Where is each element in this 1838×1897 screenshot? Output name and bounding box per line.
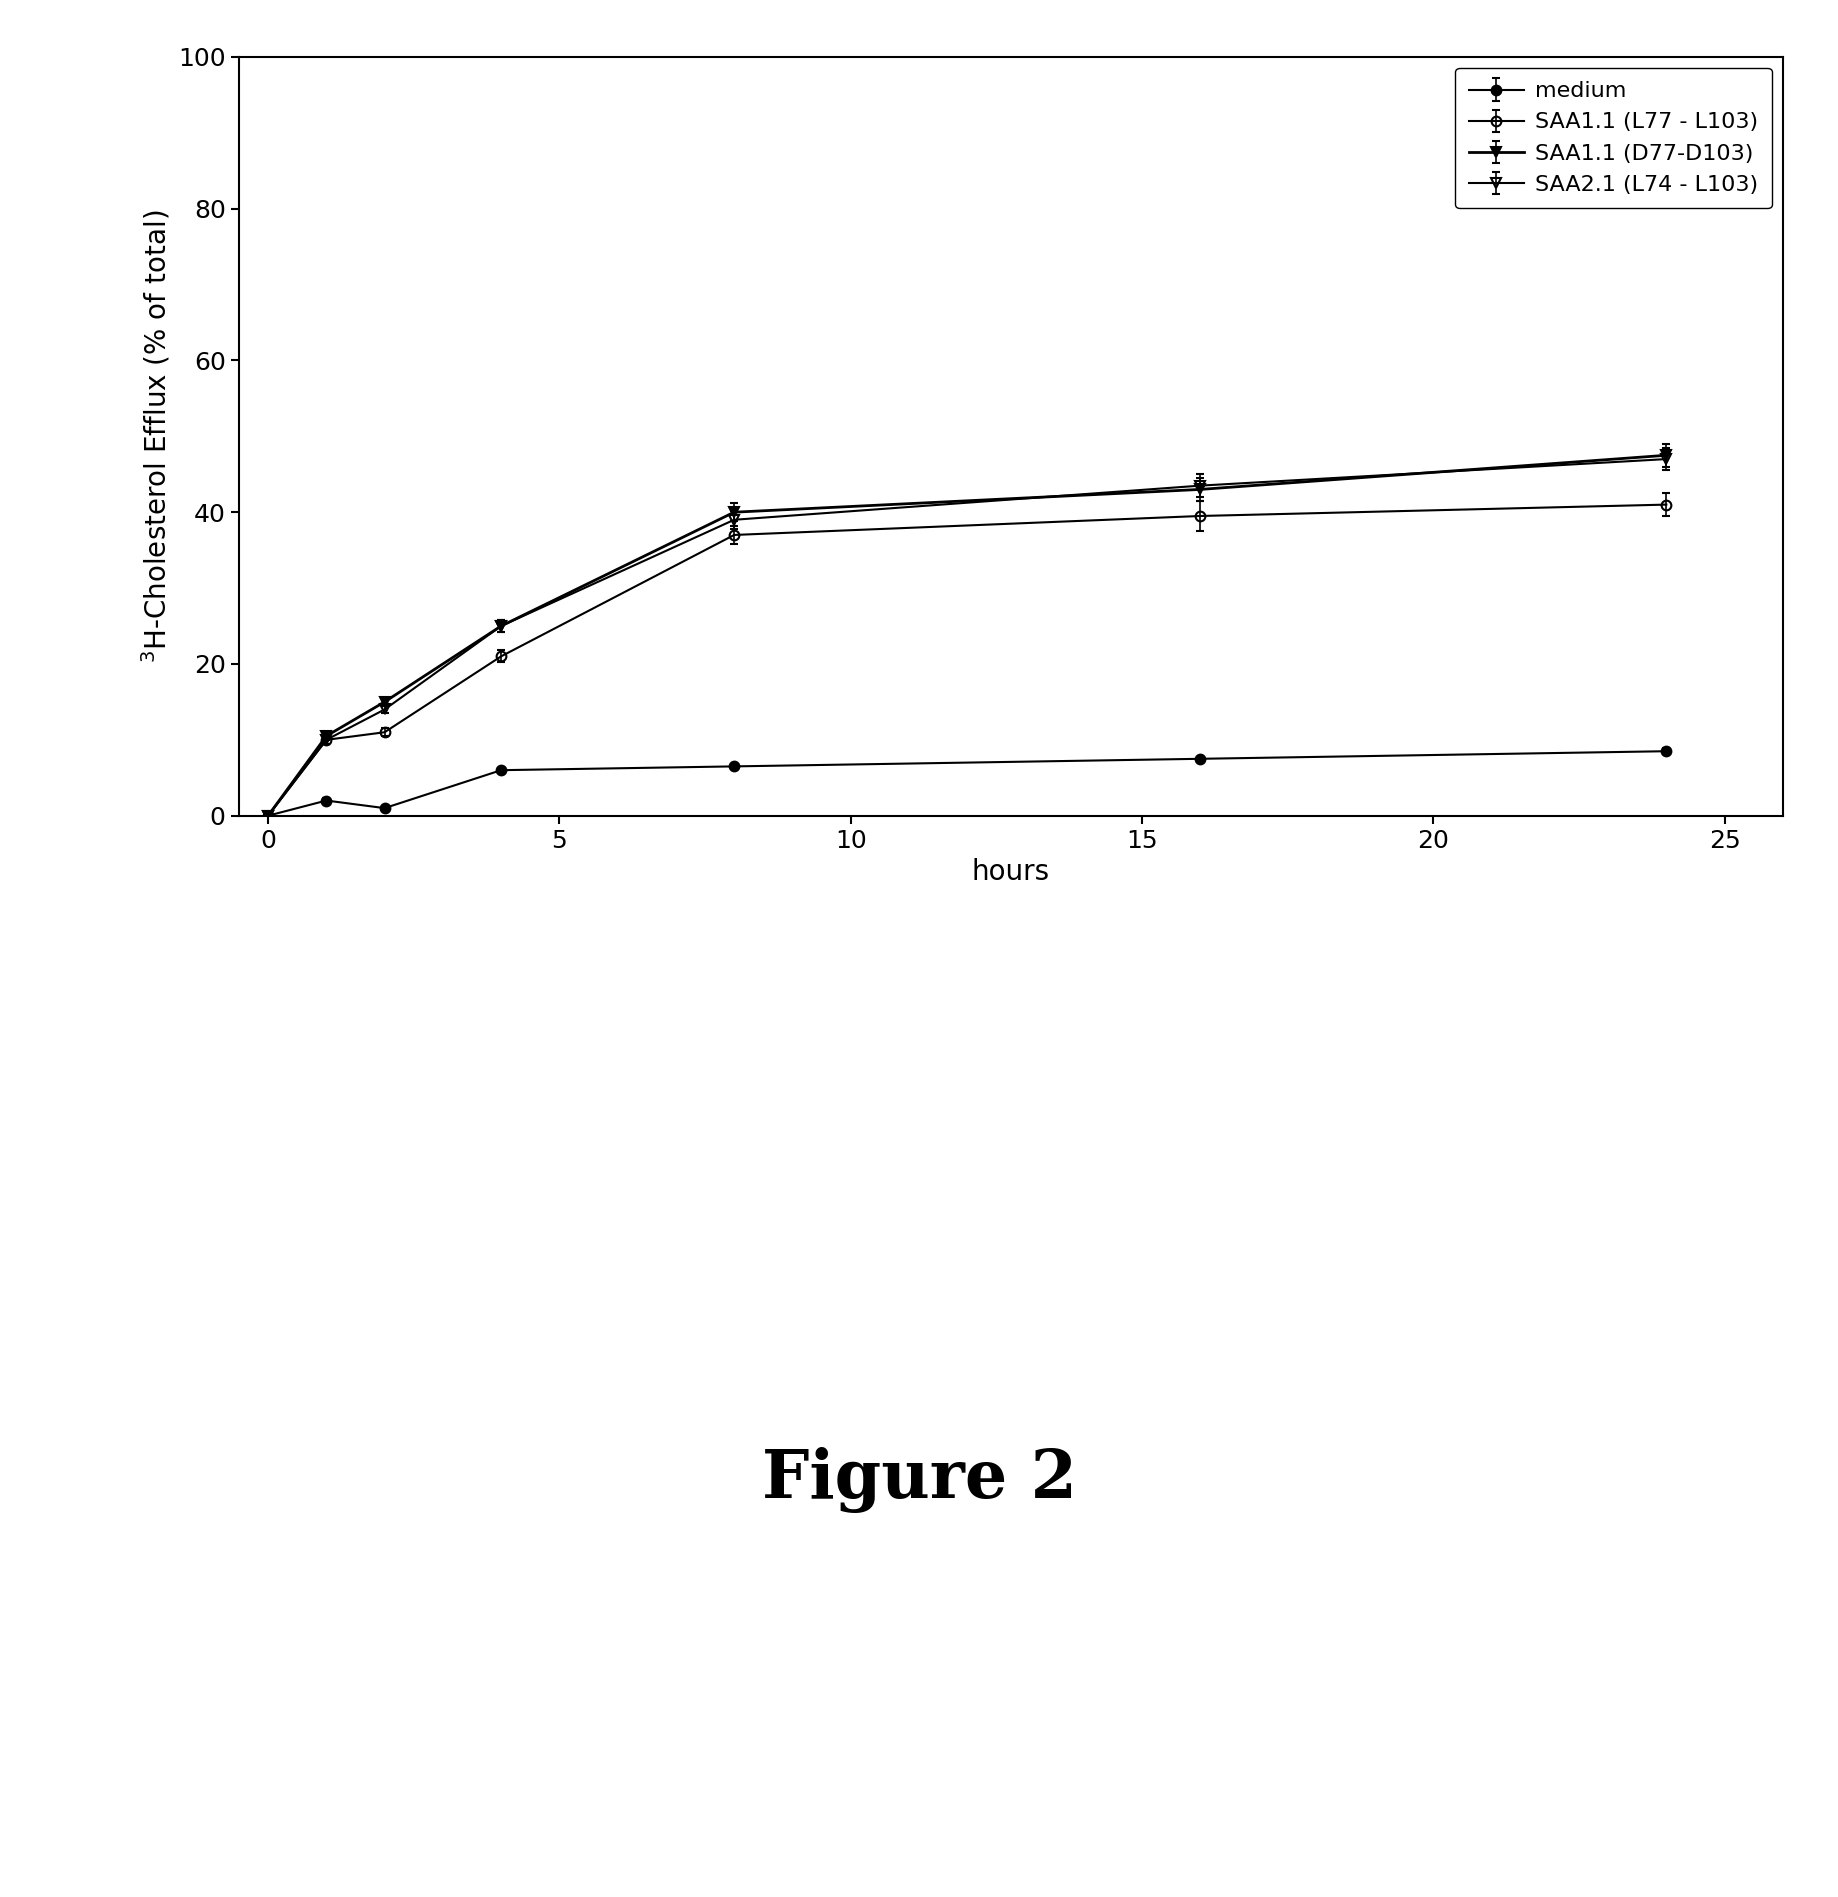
Legend: medium, SAA1.1 (L77 - L103), SAA1.1 (D77-D103), SAA2.1 (L74 - L103): medium, SAA1.1 (L77 - L103), SAA1.1 (D77…: [1456, 68, 1772, 209]
Y-axis label: $^{3}$H-Cholesterol Efflux (% of total): $^{3}$H-Cholesterol Efflux (% of total): [140, 209, 173, 664]
X-axis label: hours: hours: [972, 859, 1049, 886]
Text: Figure 2: Figure 2: [761, 1447, 1077, 1512]
